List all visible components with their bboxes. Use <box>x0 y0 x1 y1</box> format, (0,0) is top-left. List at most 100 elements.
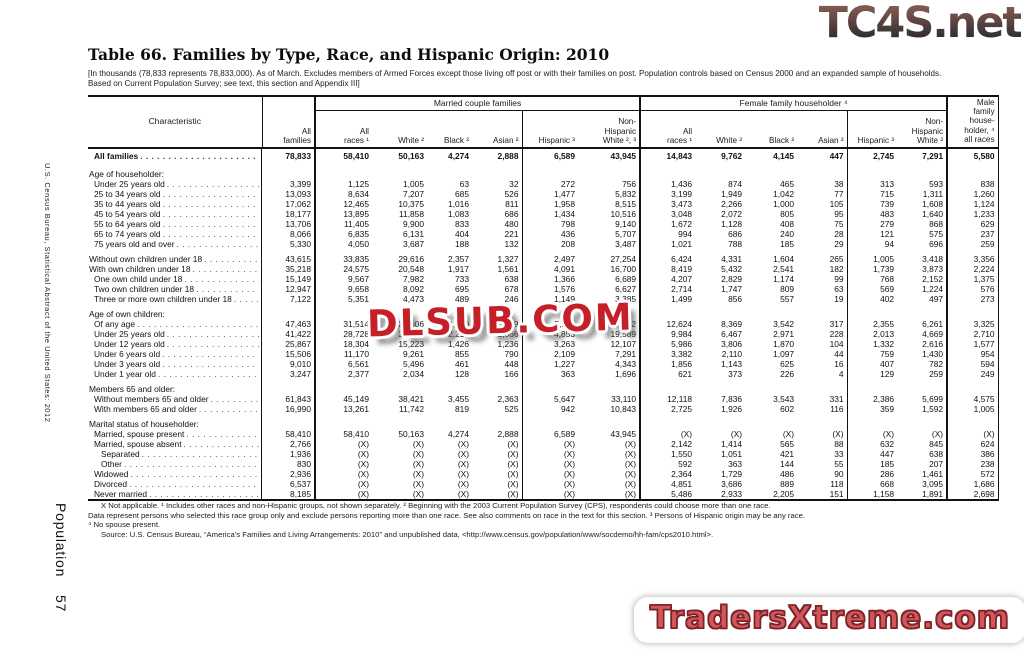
data-cell: 2,224 <box>947 264 999 274</box>
data-cell: 259 <box>947 239 999 249</box>
data-cell: 4,473 <box>403 294 424 304</box>
data-cell <box>262 414 316 429</box>
data-cell: 26,606 <box>398 319 424 329</box>
data-cell <box>427 414 472 429</box>
data-cell: 4,145 <box>773 151 795 161</box>
row-label: Age of householder: <box>89 169 164 179</box>
data-cell: 5,647 <box>554 394 575 404</box>
data-cell <box>897 414 949 429</box>
table-row: All families 78,833 58,410 50,163 4,2742,888… <box>88 148 999 164</box>
data-cell: 386 <box>947 449 999 459</box>
table-row: Without own children under 18 43,615 33,83… <box>88 249 999 264</box>
data-cell: 4,331 <box>721 254 743 264</box>
data-cell: 4,091 <box>554 264 575 274</box>
data-cell: 407 <box>880 359 895 369</box>
data-cell <box>372 164 427 179</box>
table-row: Other830(X)(X)(X)(X)(X)(X)59236314455185… <box>88 459 999 469</box>
dot-leader <box>186 429 259 439</box>
data-cell: 1,143 <box>721 359 743 369</box>
dot-leader <box>177 239 259 249</box>
data-cell: 55 <box>797 459 848 469</box>
data-cell: 1,125 <box>348 179 369 189</box>
row-label: 35 to 44 years old <box>94 199 161 209</box>
dot-leader <box>167 329 259 339</box>
data-cell: 1,233 <box>947 209 999 219</box>
data-cell: 1,005 <box>403 179 424 189</box>
data-cell: 1,686 <box>947 479 999 489</box>
data-cell: 286 <box>880 469 895 479</box>
data-cell: 166 <box>472 369 523 379</box>
data-cell: 15,149 <box>262 274 316 284</box>
data-cell: 27,254 <box>578 249 642 264</box>
data-cell: 44 <box>797 349 848 359</box>
table-row: Under 12 years old 25,867 18,304 15,223 1,42… <box>88 339 999 349</box>
data-cell: 2,355 <box>873 319 895 329</box>
data-cell: (X) <box>457 449 469 459</box>
data-cell: 3,263 <box>554 339 575 349</box>
row-label: With members 65 and older <box>94 404 197 414</box>
data-cell: 572 <box>947 469 999 479</box>
data-cell: 29,616 <box>398 254 424 264</box>
data-cell: 811 <box>472 199 523 209</box>
data-cell: 1,236 <box>472 339 523 349</box>
data-cell: 6,835 <box>348 229 369 239</box>
data-cell: 782 <box>897 359 949 369</box>
data-cell: 3,455 <box>448 394 469 404</box>
data-cell: (X) <box>457 439 469 449</box>
data-cell: 363 <box>561 369 575 379</box>
data-cell: 1,640 <box>897 209 949 219</box>
header-characteristic: Characteristic <box>88 96 263 149</box>
dot-leader <box>193 264 260 274</box>
watermark-tradersxtreme: TradersXtreme.com <box>634 597 1024 643</box>
data-cell: 3,543 <box>773 394 795 404</box>
left-margin-source-text: U.S. Census Bureau, Statistical Abstract… <box>43 163 52 423</box>
header-col: All races ¹ <box>315 110 372 149</box>
dot-leader <box>167 179 259 189</box>
data-cell: 7,122 <box>262 294 316 304</box>
data-cell: (X) <box>472 489 523 500</box>
table-row: Never married8,185(X)(X)(X)(X)(X)(X)5,48… <box>88 489 999 500</box>
data-cell: 249 <box>947 369 999 379</box>
data-cell: 3,686 <box>721 479 743 489</box>
data-cell: 594 <box>947 359 999 369</box>
data-cell: 942 <box>561 404 575 414</box>
data-cell: 1,051 <box>721 449 743 459</box>
data-cell: 208 <box>561 239 575 249</box>
data-cell: 118 <box>797 479 848 489</box>
data-cell <box>947 414 999 429</box>
section-header-row: Age of own children: <box>88 304 999 319</box>
data-cell: 21,692 <box>578 319 642 329</box>
data-cell: 129 <box>880 369 895 379</box>
data-cell: 94 <box>884 239 895 249</box>
data-cell: 733 <box>455 274 469 284</box>
data-cell: (X) <box>882 429 895 439</box>
data-cell: 1,375 <box>947 274 999 284</box>
dot-leader <box>142 449 259 459</box>
data-cell: 265 <box>797 249 848 264</box>
data-cell: 7,982 <box>403 274 424 284</box>
data-cell: (X) <box>563 459 575 469</box>
data-cell: 2,386 <box>873 394 895 404</box>
data-cell: 480 <box>472 219 523 229</box>
data-cell: 1,436 <box>671 179 693 189</box>
data-cell <box>427 164 472 179</box>
data-cell: 104 <box>797 339 848 349</box>
page-number: 57 <box>53 594 69 613</box>
data-cell: 833 <box>455 219 469 229</box>
data-cell: 1,000 <box>773 199 795 209</box>
data-cell: 2,215 <box>448 329 469 339</box>
table-row: Without members 65 and older 61,843 45,149… <box>88 394 999 404</box>
data-cell: 3,687 <box>403 239 424 249</box>
data-cell: 855 <box>455 349 469 359</box>
data-cell: 408 <box>780 219 795 229</box>
data-cell: 10,375 <box>398 199 424 209</box>
data-cell: 592 <box>678 459 693 469</box>
data-cell: 4,575 <box>947 394 999 404</box>
data-cell: 50,163 <box>398 429 424 439</box>
data-cell: 88 <box>797 439 848 449</box>
data-cell: 237 <box>947 229 999 239</box>
data-cell: 5,832 <box>578 189 642 199</box>
data-cell: 13,261 <box>343 404 369 414</box>
data-cell <box>522 164 578 179</box>
data-cell: 7,291 <box>578 349 642 359</box>
